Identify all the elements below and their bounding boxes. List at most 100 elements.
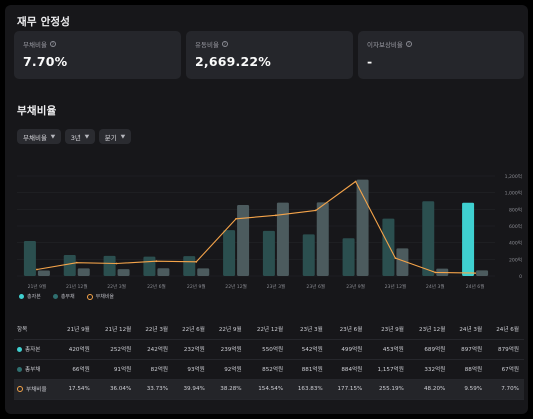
table-cell: 7.70% <box>487 379 524 399</box>
info-icon[interactable]: ? <box>49 41 56 47</box>
info-icon[interactable]: ? <box>405 41 412 47</box>
table-cell: 879억원 <box>498 347 519 353</box>
table-header-row: 항목 21년 9월 21년 12월 22년 3월 22년 6월 22년 9월 2… <box>14 319 524 339</box>
table-cell: 92억원 <box>224 367 242 373</box>
table-row-debt: 총부채 66억원 91억원 82억원 93억원 92억원 852억원 881억원… <box>14 359 524 379</box>
ratio-point <box>394 257 397 260</box>
bar-equity <box>23 241 36 276</box>
y-tick-label: 600억 <box>509 223 522 230</box>
table-cell: 82억원 <box>150 367 169 373</box>
legend-dot-equity <box>19 294 24 299</box>
y-tick-label: 200억 <box>509 256 522 263</box>
bar-debt <box>237 205 250 276</box>
table-cell: 453억원 <box>382 347 404 353</box>
table-header-cell: 23년 9월 <box>381 326 404 333</box>
table-cell: 163.83% <box>288 379 328 399</box>
legend-ratio[interactable]: 부채비율 <box>86 293 114 300</box>
bar-equity <box>103 255 116 276</box>
equity-dot-icon <box>17 346 22 352</box>
x-tick-label: 23년 9월 <box>346 283 365 290</box>
card-label: 유동비율 <box>195 41 219 49</box>
ratio-point <box>155 260 158 263</box>
ratio-point <box>314 209 317 212</box>
x-tick-label: 21년 9월 <box>28 283 47 290</box>
interval-select[interactable]: 분기 ▼ <box>98 129 131 144</box>
legend-ring-ratio <box>86 293 93 300</box>
card-interest-coverage: 이자보상비율 ? - <box>358 31 524 79</box>
financial-stability-panel: 재무 안정성 부채비율 ? 7.70% 유동비율 ? 2,669.22% 이자보… <box>5 5 528 414</box>
table-header-cell: 22년 12월 <box>256 326 284 333</box>
table-header-cell: 항목 <box>17 326 28 333</box>
x-tick-label: 23년 12월 <box>385 283 407 290</box>
table-cell: 48.20% <box>408 379 451 399</box>
ratio-point <box>75 261 78 264</box>
y-tick-label: 400억 <box>509 240 522 247</box>
table-cell: 852억원 <box>262 367 284 373</box>
table-cell: 242억원 <box>147 347 169 353</box>
ratio-point <box>275 214 277 217</box>
table-cell: 881억원 <box>301 367 323 373</box>
card-label: 이자보상비율 <box>367 41 403 49</box>
bar-debt <box>316 202 329 276</box>
table-cell: 232억원 <box>183 347 205 353</box>
bar-equity <box>462 202 475 276</box>
table-cell: 542억원 <box>301 347 323 353</box>
period-select[interactable]: 3년 ▼ <box>64 129 95 144</box>
bar-equity <box>302 234 315 276</box>
table-cell: 1,157억원 <box>377 367 404 373</box>
bar-debt <box>356 179 369 276</box>
y-tick-label: 1,000억 <box>505 190 522 197</box>
table-header-cell: 24년 6월 <box>496 326 519 333</box>
x-tick-label: 22년 3월 <box>107 283 126 290</box>
table-row-ratio: 부채비율 17.54% 36.04% 33.73% 39.94% 38.28% … <box>14 379 524 399</box>
table-cell: 177.15% <box>327 379 368 399</box>
bar-equity <box>342 238 355 276</box>
card-value: - <box>367 54 373 69</box>
legend-debt[interactable]: 총부채 <box>52 293 75 300</box>
table-cell: 67억원 <box>501 367 519 373</box>
table-row-equity: 총자본 420억원 252억원 242억원 232억원 239억원 550억원 … <box>14 339 524 359</box>
section-title-debt-ratio: 부채비율 <box>17 105 57 117</box>
x-tick-label: 23년 6월 <box>306 283 325 290</box>
legend-equity[interactable]: 총자본 <box>19 293 41 300</box>
table-cell: 93억원 <box>187 367 205 373</box>
bar-equity <box>183 256 196 276</box>
table-cell: 897억원 <box>461 347 483 353</box>
chevron-down-icon: ▼ <box>50 133 56 140</box>
card-value: 7.70% <box>23 54 68 69</box>
bar-debt <box>77 268 90 276</box>
y-tick-label: 1,200억 <box>505 173 522 180</box>
ratio-point <box>235 217 237 220</box>
table-cell: 91억원 <box>113 367 132 373</box>
debt-ratio-chart: 1,200억 1,000억 800억 600억 400억 200억 0 21년 9월 21년 1… <box>17 173 522 290</box>
table-cell: 88억원 <box>464 367 483 373</box>
card-label: 부채비율 <box>23 41 47 49</box>
table-cell: 332억원 <box>424 367 446 373</box>
table-cell: 33.73% <box>136 379 174 399</box>
table-header-cell: 23년 3월 <box>299 326 323 333</box>
ratio-ring-icon <box>17 386 23 392</box>
section-title-stability: 재무 안정성 <box>17 16 71 28</box>
table-header-cell: 23년 12월 <box>419 326 446 333</box>
ratio-point <box>115 262 118 265</box>
table-cell: 252억원 <box>110 347 132 353</box>
table-cell: 239억원 <box>220 347 242 353</box>
info-icon[interactable]: ? <box>221 41 228 47</box>
bar-debt <box>157 268 170 276</box>
chart-filters: 부채비율 ▼ 3년 ▼ 분기 ▼ <box>17 129 131 144</box>
x-tick-label: 21년 12월 <box>66 283 88 290</box>
ratio-point <box>195 260 198 263</box>
debt-dot-icon <box>17 366 22 372</box>
chart-legend: 총자본 총부채 부채비율 <box>19 293 114 300</box>
table-cell: 255.19% <box>367 379 409 399</box>
x-tick-label: 23년 3월 <box>267 283 286 290</box>
metric-select[interactable]: 부채비율 ▼ <box>17 129 61 144</box>
table-cell: 154.54% <box>246 379 289 399</box>
table-cell: 66억원 <box>72 367 90 373</box>
bar-debt <box>476 270 489 276</box>
table-header-cell: 24년 3월 <box>459 326 483 333</box>
bar-debt <box>396 248 409 276</box>
bar-debt <box>117 269 130 276</box>
bar-equity <box>63 255 76 276</box>
chevron-down-icon: ▼ <box>120 133 125 140</box>
